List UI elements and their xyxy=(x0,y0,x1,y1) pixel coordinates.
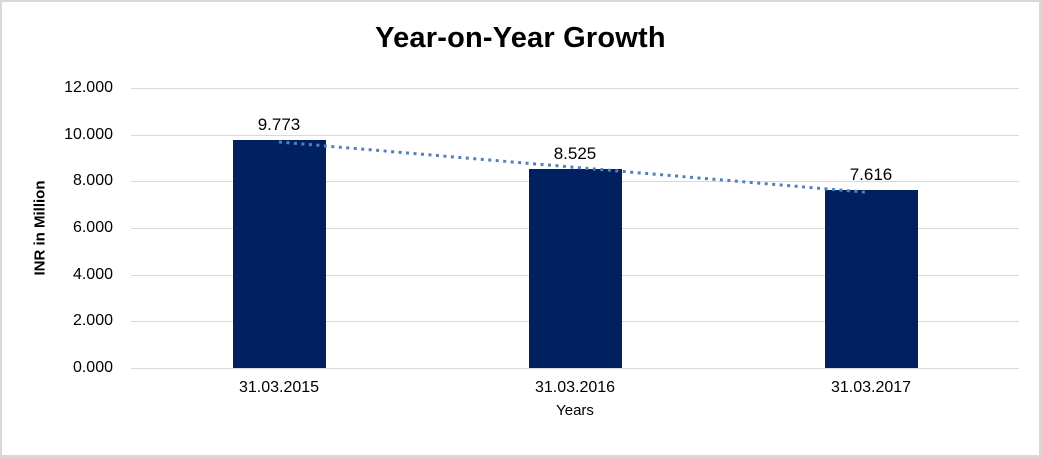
x-tick-label: 31.03.2016 xyxy=(534,379,616,396)
chart-title: Year-on-Year Growth xyxy=(375,22,666,54)
y-tick-label: 8.000 xyxy=(72,172,113,190)
trendline xyxy=(278,140,867,194)
bar-value-label: 8.525 xyxy=(553,144,597,164)
gridline xyxy=(131,134,1019,136)
plot-area xyxy=(131,88,1019,369)
y-tick-label: 2.000 xyxy=(72,312,113,330)
x-tick-label: 31.03.2015 xyxy=(238,379,320,396)
y-tick-label: 4.000 xyxy=(72,265,113,283)
bar xyxy=(824,190,918,368)
x-axis-title: Years xyxy=(556,402,594,419)
gridline xyxy=(131,88,1019,89)
bar-value-label: 9.773 xyxy=(257,114,301,134)
y-tick-label: 12.000 xyxy=(64,79,113,96)
bar xyxy=(232,139,326,368)
y-tick-label: 6.000 xyxy=(72,219,113,236)
x-tick-label: 31.03.2017 xyxy=(830,379,912,396)
y-tick-label: 10.000 xyxy=(64,125,113,143)
bar xyxy=(528,169,622,368)
y-tick-label: 0.000 xyxy=(72,359,113,376)
gridline xyxy=(131,368,1019,369)
bar-value-label: 7.616 xyxy=(849,165,893,185)
